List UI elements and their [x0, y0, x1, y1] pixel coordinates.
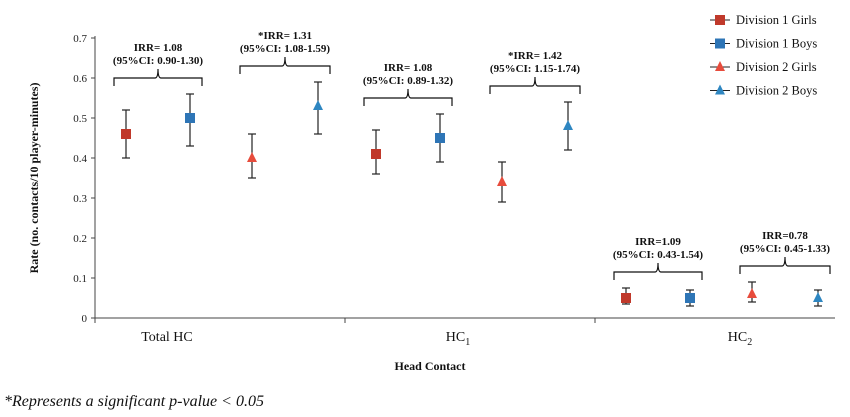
x-category-label: HC2 [728, 330, 752, 348]
significance-brace [363, 88, 453, 106]
data-point [685, 293, 695, 303]
significance-brace [239, 56, 331, 74]
x-category-label: HC1 [446, 330, 470, 348]
y-axis-title: Rate (no. contacts/10 player-minutes) [27, 83, 41, 274]
data-point [621, 293, 631, 303]
data-point [313, 100, 323, 110]
data-point [121, 129, 131, 139]
legend-label: Division 1 Girls [736, 13, 817, 27]
x-axis-title: Head Contact [395, 359, 466, 373]
data-point [185, 113, 195, 123]
irr-label: *IRR= 1.42 [508, 50, 562, 62]
y-tick-label: 0.3 [73, 193, 87, 205]
ci-label: (95%CI: 0.90-1.30) [113, 55, 203, 67]
significance-brace [739, 256, 831, 274]
ci-label: (95%CI: 1.15-1.74) [490, 63, 580, 75]
significance-brace [113, 68, 203, 86]
legend-label: Division 2 Boys [736, 84, 817, 98]
ci-label: (95%CI: 0.45-1.33) [740, 243, 830, 255]
chart-canvas: 0 0.1 0.2 0.3 0.4 0.5 0.6 0.7 Total HC HC1 HC2 Head… [27, 13, 835, 373]
data-point [435, 133, 445, 143]
data-point [813, 292, 823, 302]
data-point [497, 176, 507, 186]
irr-label: IRR= 1.08 [384, 62, 433, 74]
data-point [371, 149, 381, 159]
y-tick-label: 0.5 [73, 113, 87, 125]
legend-marker [715, 61, 725, 71]
irr-label: *IRR= 1.31 [258, 30, 312, 42]
significance-brace [613, 262, 703, 280]
footnote: *Represents a significant p-value < 0.05 [4, 393, 264, 410]
data-point [747, 288, 757, 298]
legend-label: Division 1 Boys [736, 37, 817, 51]
y-tick-label: 0.7 [73, 33, 87, 45]
ci-label: (95%CI: 0.89-1.32) [363, 75, 453, 87]
irr-label: IRR= 1.08 [134, 42, 183, 54]
y-tick-label: 0.4 [73, 153, 87, 165]
y-tick-label: 0.6 [73, 73, 87, 85]
legend-marker [715, 84, 725, 95]
legend-label: Division 2 Girls [736, 60, 817, 74]
ci-label: (95%CI: 0.43-1.54) [613, 249, 703, 261]
x-category-label: Total HC [141, 330, 193, 345]
irr-label: IRR=0.78 [762, 230, 808, 242]
data-point [247, 152, 257, 162]
significance-brace [489, 76, 581, 94]
y-tick-label: 0 [82, 313, 88, 325]
data-point [563, 120, 573, 130]
irr-label: IRR=1.09 [635, 236, 681, 248]
legend-marker [715, 38, 725, 49]
y-tick-label: 0.1 [73, 273, 87, 285]
ci-label: (95%CI: 1.08-1.59) [240, 43, 330, 55]
y-tick-label: 0.2 [73, 233, 87, 245]
legend-marker [715, 15, 725, 25]
